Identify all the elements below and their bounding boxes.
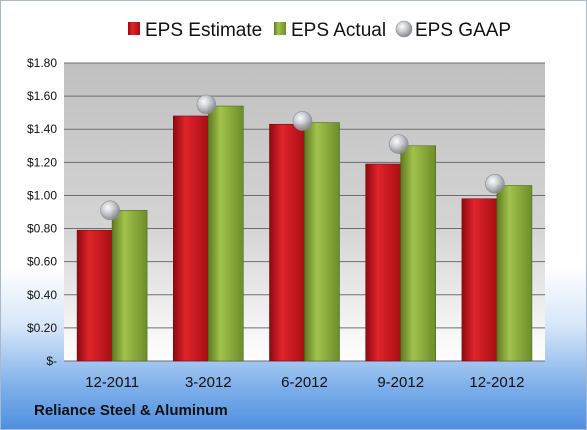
x-tick-label: 12-2012 <box>469 374 524 391</box>
bar-eps-actual <box>496 185 533 362</box>
x-tick-label: 6-2012 <box>281 374 328 391</box>
y-tick-label: $1.60 <box>27 89 57 103</box>
x-tick-label: 3-2012 <box>185 374 232 391</box>
point-eps-gaap <box>292 111 313 131</box>
y-tick-label: $0.60 <box>27 255 57 269</box>
bar-eps-actual <box>208 105 244 362</box>
legend-eps-estimate-swatch <box>128 22 140 35</box>
bar-eps-actual <box>304 122 340 362</box>
y-tick-label: $1.40 <box>27 122 57 136</box>
bar-eps-actual <box>111 210 148 362</box>
y-tick-label: $- <box>46 354 57 368</box>
y-tick-label: $0.40 <box>27 288 57 302</box>
y-tick-label: $0.20 <box>27 321 57 335</box>
bar-eps-estimate <box>461 198 498 362</box>
legend-eps-estimate-label: EPS Estimate <box>145 20 262 41</box>
y-tick-label: $0.80 <box>27 222 57 236</box>
x-tick-label: 12-2011 <box>85 374 139 391</box>
bar-eps-estimate <box>269 123 305 362</box>
legend-eps-gaap-swatch <box>395 20 413 38</box>
legend-eps-actual-label: EPS Actual <box>291 20 386 41</box>
bar-eps-actual <box>400 145 437 362</box>
bar-eps-estimate <box>365 163 402 362</box>
point-eps-gaap <box>485 174 505 194</box>
legend-eps-gaap-label: EPS GAAP <box>415 20 511 41</box>
y-tick-label: $1.80 <box>27 56 57 70</box>
legend-eps-actual-swatch <box>274 22 286 35</box>
bar-eps-estimate <box>173 115 209 362</box>
point-eps-gaap <box>388 134 409 154</box>
y-tick-label: $1.20 <box>27 155 57 169</box>
bar-eps-estimate <box>76 229 113 362</box>
x-tick-label: 9-2012 <box>377 374 424 391</box>
company-name: Reliance Steel & Aluminum <box>34 402 228 419</box>
y-tick-label: $1.00 <box>27 188 57 202</box>
point-eps-gaap <box>100 200 120 221</box>
point-eps-gaap <box>196 94 217 115</box>
